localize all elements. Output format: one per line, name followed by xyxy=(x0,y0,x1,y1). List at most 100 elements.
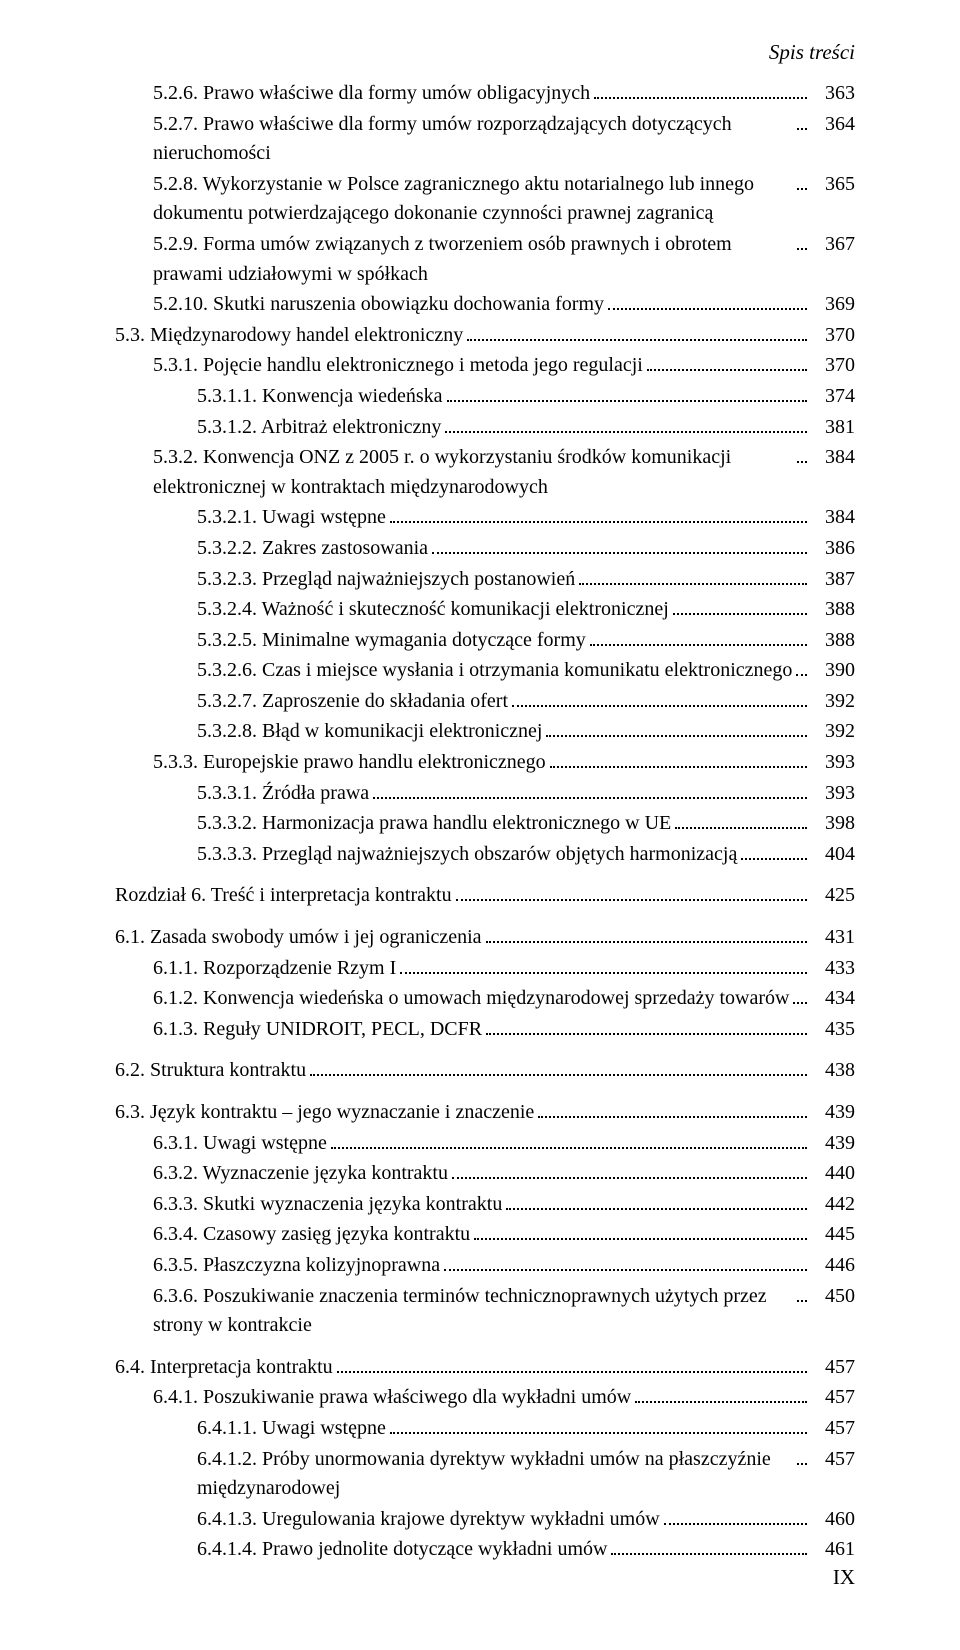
toc-entry-page: 374 xyxy=(811,382,855,412)
toc-entry: 5.3.2.2. Zakres zastosowania386 xyxy=(115,534,855,564)
toc-entry-title: Czas i miejsce wysłania i otrzymania kom… xyxy=(262,659,792,681)
toc-entry-title: Międzynarodowy handel elektroniczny xyxy=(150,324,463,346)
toc-entry-title: Reguły UNIDROIT, PECL, DCFR xyxy=(203,1018,482,1040)
toc-entry-page: 457 xyxy=(811,1445,855,1475)
toc-entry-number: 6.1.3. xyxy=(153,1018,203,1040)
toc-entry-page: 440 xyxy=(811,1159,855,1189)
toc-entry: 6.1. Zasada swobody umów i jej ogranicze… xyxy=(115,923,855,953)
toc-entry-page: 439 xyxy=(811,1129,855,1159)
toc-leader-dots xyxy=(373,797,807,799)
toc-entry-number: 5.2.10. xyxy=(153,293,213,315)
toc-entry-page: 392 xyxy=(811,687,855,717)
toc-entry-number: 6.1. xyxy=(115,926,150,948)
toc-entry: 6.3.5. Płaszczyzna kolizyjnoprawna446 xyxy=(115,1251,855,1281)
toc-entry: 5.2.6. Prawo właściwe dla formy umów obl… xyxy=(115,79,855,109)
toc-entry-page: 392 xyxy=(811,717,855,747)
toc-entry: 5.3.3. Europejskie prawo handlu elektron… xyxy=(115,748,855,778)
toc-entry-title: Prawo właściwe dla formy umów rozporządz… xyxy=(153,113,732,165)
toc-entry: 6.2. Struktura kontraktu 438 xyxy=(115,1056,855,1086)
toc-entry-page: 369 xyxy=(811,290,855,320)
toc-entry-title: Struktura kontraktu xyxy=(150,1059,306,1081)
toc-entry-page: 435 xyxy=(811,1015,855,1045)
toc-entry-number: 6.4.1.3. xyxy=(197,1508,262,1530)
toc-leader-dots xyxy=(445,431,807,433)
toc-entry: 5.3.2.1. Uwagi wstępne384 xyxy=(115,503,855,533)
toc-entry-title: Zasada swobody umów i jej ograniczenia xyxy=(150,926,482,948)
toc-leader-dots xyxy=(673,613,807,615)
toc-entry-number: 6.3.1. xyxy=(153,1132,203,1154)
toc-leader-dots xyxy=(797,1463,807,1465)
toc-leader-dots xyxy=(444,1269,807,1271)
toc-entry-title: Zaproszenie do składania ofert xyxy=(262,690,508,712)
toc-leader-dots xyxy=(331,1147,807,1149)
toc-entry-number: 5.3.2. xyxy=(153,446,203,468)
toc-entry-title: Uwagi wstępne xyxy=(203,1132,327,1154)
toc-entry-title: Prawo właściwe dla formy umów obligacyjn… xyxy=(203,82,590,104)
toc-leader-dots xyxy=(647,369,807,371)
toc-entry-page: 461 xyxy=(811,1535,855,1565)
toc-leader-dots xyxy=(608,308,807,310)
toc-leader-dots xyxy=(486,941,807,943)
toc-entry-title: Źródła prawa xyxy=(262,782,369,804)
toc-entry-page: 364 xyxy=(811,110,855,140)
toc-leader-dots xyxy=(467,339,807,341)
toc-entry-page: 431 xyxy=(811,923,855,953)
toc-entry: 5.3.2.6. Czas i miejsce wysłania i otrzy… xyxy=(115,656,855,686)
toc-leader-dots xyxy=(797,461,807,463)
toc-leader-dots xyxy=(550,766,807,768)
toc-entry: 5.3.3.1. Źródła prawa393 xyxy=(115,779,855,809)
toc-entry-page: 387 xyxy=(811,565,855,595)
toc-entry-title: Pojęcie handlu elektronicznego i metoda … xyxy=(203,354,643,376)
toc-entry-number: 5.3.2.3. xyxy=(197,568,262,590)
toc-entry-title: Interpretacja kontraktu xyxy=(150,1356,333,1378)
toc-entry-number: 6.3.2. xyxy=(153,1162,203,1184)
toc-leader-dots xyxy=(797,248,807,250)
toc-leader-dots xyxy=(793,1002,807,1004)
toc-entry: 6.1.1. Rozporządzenie Rzym I433 xyxy=(115,954,855,984)
toc-entry-title: Zakres zastosowania xyxy=(262,537,428,559)
toc-entry-page: 433 xyxy=(811,954,855,984)
toc-entry-number: 6.4.1.1. xyxy=(197,1417,262,1439)
toc-entry-title: Przegląd najważniejszych postanowień xyxy=(262,568,575,590)
toc-leader-dots xyxy=(611,1553,807,1555)
toc-entry-page: 384 xyxy=(811,443,855,473)
toc-entry-number: 6.4.1. xyxy=(153,1386,203,1408)
toc-entry-number: 6.3.5. xyxy=(153,1254,203,1276)
toc-leader-dots xyxy=(538,1116,807,1118)
toc-entry: 6.3.1. Uwagi wstępne 439 xyxy=(115,1129,855,1159)
toc-entry-page: 381 xyxy=(811,413,855,443)
toc-entry-page: 457 xyxy=(811,1353,855,1383)
toc-leader-dots xyxy=(594,97,807,99)
toc-entry-page: 425 xyxy=(811,881,855,911)
toc-entry-page: 393 xyxy=(811,779,855,809)
toc-leader-dots xyxy=(664,1523,807,1525)
toc-entry-page: 445 xyxy=(811,1220,855,1250)
toc-entry: 6.1.3. Reguły UNIDROIT, PECL, DCFR 435 xyxy=(115,1015,855,1045)
toc-entry-number: 5.2.7. xyxy=(153,113,203,135)
toc-entry-page: 386 xyxy=(811,534,855,564)
toc-leader-dots xyxy=(796,674,807,676)
toc-entry-title: Harmonizacja prawa handlu elektroniczneg… xyxy=(262,812,671,834)
toc-leader-dots xyxy=(590,644,807,646)
toc-entry-number: 5.2.9. xyxy=(153,233,203,255)
toc-entry: 5.3.3.2. Harmonizacja prawa handlu elekt… xyxy=(115,809,855,839)
toc-entry-number: 6.4.1.4. xyxy=(197,1538,262,1560)
toc-entry: 5.3.2.8. Błąd w komunikacji elektroniczn… xyxy=(115,717,855,747)
toc-entry: 5.2.8. Wykorzystanie w Polsce zagraniczn… xyxy=(115,170,855,229)
toc-entry-number: 6.2. xyxy=(115,1059,150,1081)
toc-entry-number: 6.4. xyxy=(115,1356,150,1378)
toc-entry-title: Poszukiwanie znaczenia terminów technicz… xyxy=(153,1285,767,1337)
toc-leader-dots xyxy=(432,552,807,554)
toc-entry-title: Czasowy zasięg języka kontraktu xyxy=(203,1223,470,1245)
toc-entry-page: 450 xyxy=(811,1282,855,1312)
toc-entry-number: 5.3.3.3. xyxy=(197,843,262,865)
toc-leader-dots xyxy=(675,827,807,829)
toc-entry: 5.3.2.5. Minimalne wymagania dotyczące f… xyxy=(115,626,855,656)
toc-entry-title: Próby unormowania dyrektyw wykładni umów… xyxy=(197,1448,771,1500)
toc-leader-dots xyxy=(506,1208,807,1210)
toc-leader-dots xyxy=(797,1300,807,1302)
toc-leader-dots xyxy=(797,128,807,130)
toc-entry: 6.3. Język kontraktu – jego wyznaczanie … xyxy=(115,1098,855,1128)
toc-entry-page: 438 xyxy=(811,1056,855,1086)
toc-entry: 6.4.1.4. Prawo jednolite dotyczące wykła… xyxy=(115,1535,855,1565)
